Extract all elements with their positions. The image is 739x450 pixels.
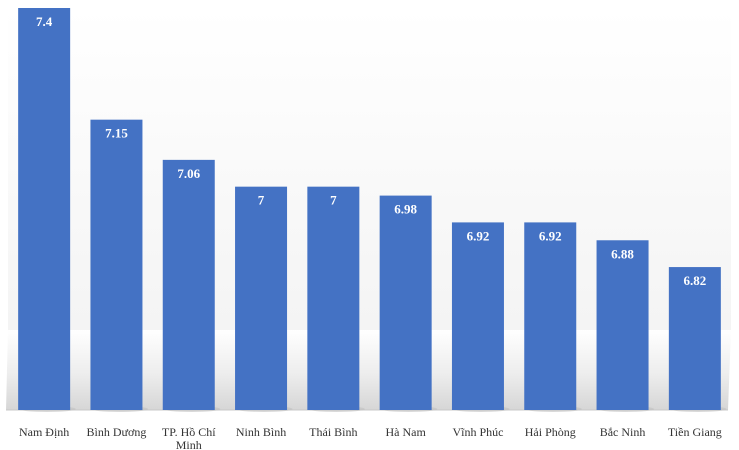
category-label: TP. Hồ Chí Minh: [162, 425, 216, 450]
bar-6: [379, 195, 432, 410]
category-label: Bình Dương: [87, 425, 147, 439]
bar-value-label: 7.15: [105, 126, 128, 141]
category-label: Vĩnh Phúc: [452, 425, 503, 439]
category-labels-layer: Nam Định Bình Dương TP. Hồ Chí Minh Ninh Bìn…: [19, 425, 722, 450]
bar-5: [307, 186, 360, 410]
bar-value-label: 6.88: [611, 246, 634, 261]
category-label: Ninh Bình: [236, 425, 286, 439]
bar-9: [596, 240, 649, 410]
category-label: Tiền Giang: [668, 425, 722, 439]
category-label: Hà Nam: [385, 425, 426, 439]
category-label: Nam Định: [19, 425, 69, 439]
bar-3: [162, 159, 215, 410]
bar-4: [235, 186, 288, 410]
value-labels-layer: 7.4 7.15 7.06 7 7 6.98 6.92 6.92 6.88 6.82: [36, 14, 706, 288]
bar-value-label: 7: [258, 193, 265, 208]
bar-value-label: 7: [330, 193, 337, 208]
bars-layer: [18, 8, 727, 412]
bar-value-label: 6.98: [394, 202, 417, 217]
category-label: Thái Bình: [309, 425, 357, 439]
bar-value-label: 7.06: [177, 166, 200, 181]
category-label: Bắc Ninh: [600, 425, 646, 439]
bar-value-label: 6.82: [683, 273, 706, 288]
bar-value-label: 6.92: [467, 228, 490, 243]
bar-value-label: 6.92: [539, 228, 562, 243]
bar-10: [668, 267, 721, 410]
category-label: Hải Phòng: [525, 425, 576, 439]
bar-8: [524, 222, 577, 410]
bar-7: [451, 222, 504, 410]
bar-2: [90, 119, 143, 411]
bar-1: [18, 8, 71, 410]
bar-value-label: 7.4: [36, 14, 53, 29]
